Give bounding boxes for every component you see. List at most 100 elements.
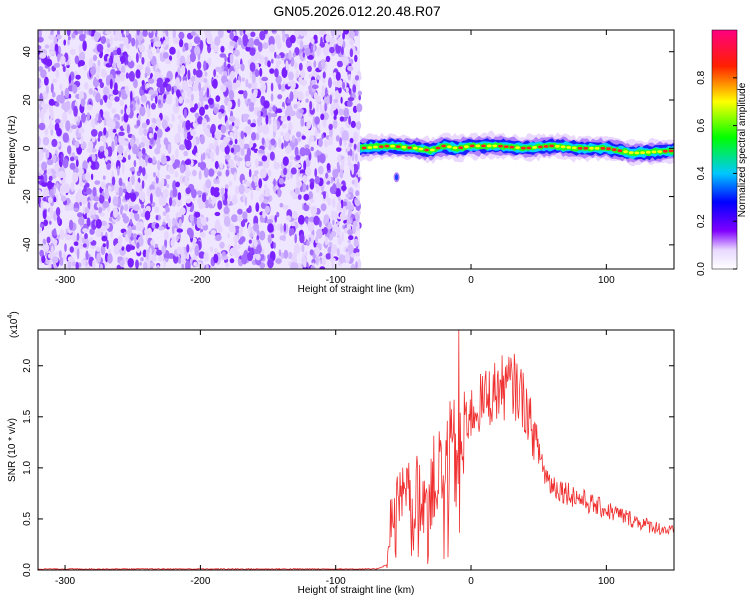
noise-speckle: [198, 170, 202, 180]
noise-speckle: [220, 45, 225, 53]
track-peak: [441, 144, 447, 148]
noise-speckle: [88, 161, 92, 167]
noise-speckle: [352, 248, 360, 254]
noise-speckle: [88, 87, 94, 95]
noise-speckle: [67, 145, 72, 155]
noise-speckle: [192, 169, 197, 177]
noise-speckle: [297, 137, 302, 143]
multiplier-prefix: (x10: [9, 318, 20, 338]
noise-speckle: [340, 46, 344, 56]
noise-speckle: [355, 252, 361, 257]
noise-speckle: [48, 175, 53, 182]
noise-speckle: [102, 243, 107, 248]
noise-speckle: [50, 168, 55, 174]
noise-speckle: [322, 44, 330, 56]
noise-speckle: [194, 245, 200, 257]
noise-speckle: [165, 213, 170, 222]
noise-speckle: [142, 167, 146, 177]
noise-speckle: [127, 55, 132, 63]
noise-speckle: [140, 257, 144, 262]
y-tick-label: 0: [22, 145, 33, 151]
noise-speckle: [145, 232, 148, 242]
track-peak: [361, 146, 367, 150]
noise-speckle: [41, 181, 48, 187]
noise-speckle: [323, 227, 328, 235]
noise-speckle: [43, 219, 48, 227]
noise-speckle: [78, 216, 85, 226]
noise-speckle: [346, 146, 351, 152]
noise-speckle: [69, 48, 76, 56]
noise-speckle: [201, 96, 204, 108]
noise-speckle: [158, 226, 165, 231]
noise-speckle: [268, 35, 275, 47]
noise-speckle: [345, 251, 349, 256]
noise-speckle: [320, 203, 327, 212]
noise-speckle: [140, 203, 145, 209]
noise-speckle: [99, 81, 105, 89]
noise-speckle: [231, 214, 238, 223]
noise-speckle: [255, 202, 260, 213]
noise-speckle: [119, 55, 126, 63]
noise-speckle: [202, 152, 206, 161]
colorbar-gradient: [711, 29, 738, 270]
noise-speckle: [285, 145, 292, 154]
noise-speckle: [216, 178, 220, 185]
noise-speckle: [95, 65, 101, 74]
x-tick-label: 0: [468, 576, 474, 587]
noise-speckle: [130, 90, 133, 102]
noise-speckle: [185, 120, 191, 131]
noise-speckle: [125, 244, 131, 253]
noise-speckle: [204, 104, 209, 110]
noise-speckle: [78, 51, 86, 62]
noise-speckle: [167, 218, 172, 228]
noise-speckle: [272, 105, 277, 112]
noise-speckle: [67, 256, 74, 262]
noise-speckle: [259, 30, 266, 41]
track-peak: [583, 146, 589, 150]
noise-speckle: [209, 266, 217, 269]
noise-speckle: [110, 95, 114, 102]
track-peak: [577, 146, 583, 150]
noise-speckle: [164, 77, 170, 83]
noise-speckle: [205, 179, 212, 189]
noise-speckle: [141, 136, 147, 143]
noise-speckle: [175, 235, 179, 242]
noise-speckle: [231, 196, 238, 205]
track-peak: [611, 148, 617, 152]
noise-speckle: [49, 206, 53, 216]
noise-speckle: [107, 185, 112, 192]
noise-speckle: [99, 195, 105, 204]
noise-speckle: [119, 99, 125, 107]
noise-speckle: [151, 103, 156, 110]
noise-speckle: [163, 137, 169, 146]
noise-speckle: [320, 113, 325, 121]
noise-speckle: [233, 171, 237, 182]
noise-speckle: [191, 149, 197, 155]
noise-speckle: [114, 30, 120, 37]
noise-speckle: [233, 226, 236, 235]
colorbar-tick-label: 0.0: [696, 262, 707, 276]
noise-speckle: [274, 214, 278, 223]
noise-speckle: [51, 138, 58, 148]
noise-speckle: [56, 215, 61, 225]
noise-speckle: [214, 36, 221, 46]
noise-speckle: [232, 129, 239, 140]
noise-speckle: [104, 192, 110, 200]
noise-speckle: [174, 171, 179, 178]
noise-speckle: [52, 91, 56, 98]
noise-speckle: [289, 91, 294, 102]
snr-x-axis: -300 -200 -100 0 100: [55, 330, 615, 587]
noise-speckle: [91, 153, 96, 162]
noise-speckle: [38, 175, 44, 180]
noise-speckle: [235, 80, 241, 88]
noise-speckle: [168, 55, 173, 61]
noise-speckle: [278, 83, 282, 90]
noise-speckle: [142, 249, 147, 258]
noise-speckle: [280, 83, 286, 92]
noise-speckle: [81, 112, 86, 123]
noise-speckle: [320, 58, 326, 70]
track-peak: [390, 144, 395, 148]
noise-speckle: [125, 191, 129, 201]
y-tick-label: -20: [22, 189, 33, 204]
noise-speckle: [172, 37, 180, 44]
